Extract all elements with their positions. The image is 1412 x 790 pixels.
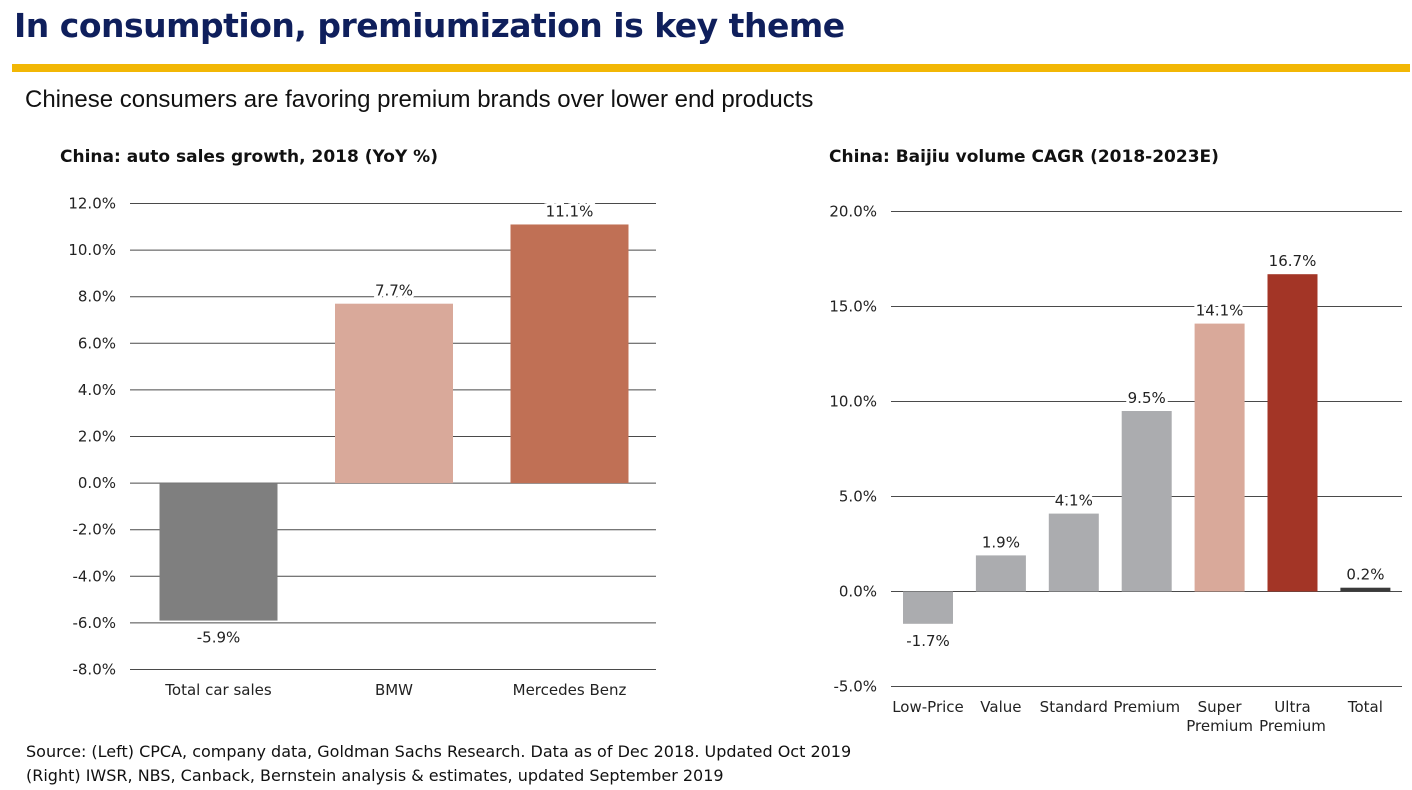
auto-sales-y-tick-label: 2.0% [78,428,116,446]
auto-sales-bar [335,303,453,484]
baijiu-data-label: 4.1% [1055,492,1093,510]
baijiu-data-label: 1.9% [982,533,1020,551]
auto-sales-category-label: Total car sales [164,681,272,699]
baijiu-bar [1267,274,1318,592]
baijiu-y-tick-label: 10.0% [829,393,877,411]
baijiu-y-tick-label: -5.0% [833,678,877,696]
auto-sales-category-label: Mercedes Benz [513,681,627,699]
auto-sales-y-tick-label: 6.0% [78,334,116,352]
slide-title: In consumption, premiumization is key th… [14,6,845,45]
right-chart-title: China: Baijiu volume CAGR (2018-2023E) [829,147,1219,167]
auto-sales-y-tick-label: -8.0% [72,661,116,679]
baijiu-data-label: 0.2% [1346,566,1384,584]
baijiu-data-label: 14.1% [1196,302,1244,320]
auto-sales-y-tick-label: 8.0% [78,288,116,306]
auto-sales-category-label: BMW [375,681,413,699]
title-accent-rule [12,64,1410,72]
slide-subtitle: Chinese consumers are favoring premium b… [25,86,814,113]
baijiu-bar [1121,411,1172,592]
baijiu-category-label: Premium [1113,698,1180,716]
baijiu-category-label: Low-Price [892,698,964,716]
baijiu-bar [1340,587,1391,592]
auto-sales-y-tick-label: 4.0% [78,381,116,399]
baijiu-category-label: Premium [1186,717,1253,735]
baijiu-y-tick-label: 20.0% [829,203,877,221]
auto-sales-y-tick-label: -4.0% [72,567,116,585]
auto-sales-y-tick-label: -6.0% [72,614,116,632]
auto-sales-y-tick-label: 0.0% [78,474,116,492]
auto-sales-data-label: 11.1% [546,202,594,220]
source-note-left: Source: (Left) CPCA, company data, Goldm… [26,742,852,761]
baijiu-data-label: -1.7% [906,632,950,650]
auto-sales-data-label: 7.7% [375,282,413,300]
auto-sales-data-label: -5.9% [197,629,241,647]
auto-sales-y-tick-label: 10.0% [68,241,116,259]
auto-sales-y-tick-label: -2.0% [72,521,116,539]
baijiu-y-tick-label: 0.0% [839,583,877,601]
auto-sales-y-tick-label: 12.0% [68,195,116,213]
baijiu-category-label: Premium [1259,717,1326,735]
baijiu-bar [975,555,1026,592]
baijiu-data-label: 9.5% [1128,389,1166,407]
baijiu-bar [1194,323,1245,592]
baijiu-y-tick-label: 5.0% [839,488,877,506]
baijiu-data-label: 16.7% [1269,252,1317,270]
baijiu-category-label: Ultra [1274,698,1310,716]
baijiu-bar [1048,513,1099,592]
baijiu-category-label: Value [980,698,1021,716]
baijiu-category-label: Total [1347,698,1383,716]
baijiu-y-tick-label: 15.0% [829,298,877,316]
baijiu-category-label: Super [1198,698,1243,716]
baijiu-bar [903,591,953,624]
auto-sales-bar [159,483,278,621]
left-chart-title: China: auto sales growth, 2018 (YoY %) [60,147,438,167]
baijiu-category-label: Standard [1040,698,1108,716]
auto-sales-bar [510,224,629,484]
source-note-right: (Right) IWSR, NBS, Canback, Bernstein an… [26,766,724,785]
